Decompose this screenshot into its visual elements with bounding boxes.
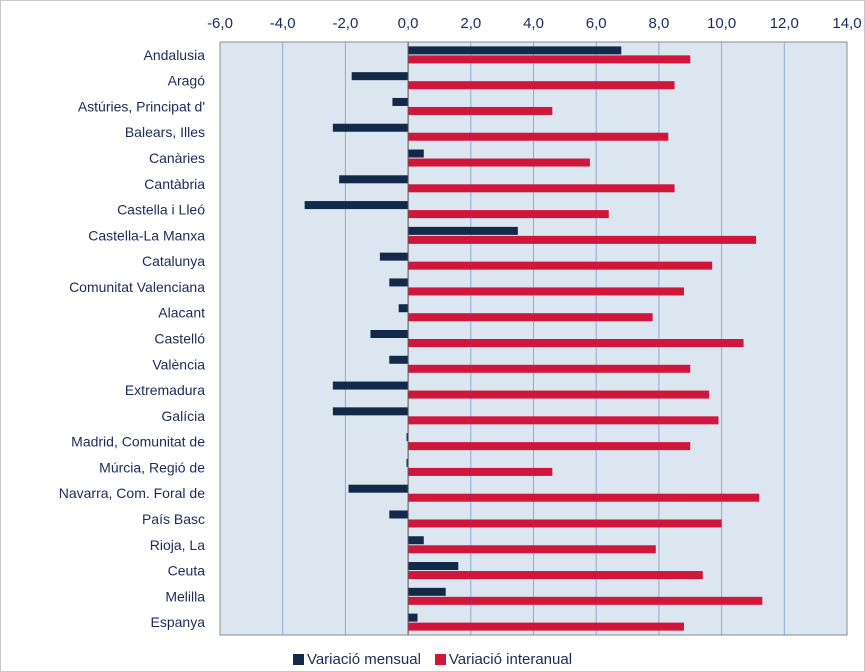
- category-label: Madrid, Comunitat de: [71, 434, 205, 450]
- bar-variacio-mensual: [408, 149, 424, 158]
- bar-variacio-mensual: [392, 97, 409, 106]
- bar-variacio-interanual: [408, 261, 713, 270]
- bar-variacio-mensual: [408, 46, 622, 55]
- bar-variacio-interanual: [408, 313, 653, 322]
- legend-swatch: [434, 653, 446, 665]
- bar-variacio-mensual: [408, 536, 424, 545]
- bar-variacio-mensual: [379, 252, 409, 261]
- category-label: Alacant: [158, 305, 205, 321]
- bar-variacio-interanual: [408, 210, 609, 219]
- category-label: Catalunya: [142, 253, 205, 269]
- bar-variacio-interanual: [408, 622, 684, 631]
- legend-item-series-0: Variació mensual: [292, 650, 421, 668]
- bar-variacio-mensual: [398, 304, 409, 313]
- category-label: Extremadura: [125, 382, 205, 398]
- x-tick-label: -6,0: [207, 15, 233, 32]
- bar-variacio-mensual: [332, 381, 409, 390]
- category-label: Castella i Lleó: [117, 202, 205, 218]
- category-label: Castelló: [154, 331, 205, 347]
- category-label: Galícia: [161, 408, 205, 424]
- bar-variacio-interanual: [408, 364, 691, 373]
- bar-variacio-mensual: [406, 458, 409, 467]
- bar-variacio-mensual: [389, 278, 409, 287]
- bar-variacio-interanual: [408, 132, 669, 141]
- bar-variacio-interanual: [408, 390, 710, 399]
- bar-variacio-interanual: [408, 106, 553, 115]
- bar-variacio-mensual: [408, 613, 418, 622]
- legend: Variació mensual Variació interanual: [0, 648, 865, 670]
- category-label: Rioja, La: [150, 537, 205, 553]
- bar-variacio-mensual: [406, 433, 409, 442]
- bar-variacio-mensual: [389, 355, 409, 364]
- bar-variacio-mensual: [408, 226, 518, 235]
- bar-variacio-interanual: [408, 545, 656, 554]
- category-label: Ceuta: [168, 563, 206, 579]
- bar-variacio-mensual: [408, 587, 446, 596]
- x-tick-label: 6,0: [586, 15, 607, 32]
- bar-variacio-interanual: [408, 55, 691, 64]
- category-label: Navarra, Com. Foral de: [59, 485, 205, 501]
- category-label: Espanya: [151, 614, 206, 630]
- x-tick-label: 4,0: [523, 15, 544, 32]
- x-tick-label: 0,0: [398, 15, 419, 32]
- category-label: Comunitat Valenciana: [69, 279, 205, 295]
- bar-variacio-mensual: [408, 562, 459, 571]
- category-label: València: [152, 356, 205, 372]
- bar-variacio-interanual: [408, 339, 744, 347]
- bar-variacio-interanual: [408, 287, 684, 296]
- bar-variacio-interanual: [408, 184, 675, 193]
- legend-label: Variació mensual: [306, 650, 421, 668]
- bar-variacio-mensual: [304, 201, 409, 210]
- category-label: Andalusia: [144, 47, 206, 63]
- legend-swatch: [292, 653, 304, 665]
- x-tick-label: -2,0: [332, 15, 358, 32]
- bar-variacio-mensual: [339, 175, 409, 184]
- bar-variacio-mensual: [389, 510, 409, 519]
- category-label: Múrcia, Regió de: [99, 459, 205, 475]
- bar-variacio-mensual: [351, 72, 409, 81]
- bar-variacio-mensual: [332, 407, 409, 416]
- x-tick-label: 10,0: [707, 15, 736, 32]
- category-label: Melilla: [165, 588, 205, 604]
- x-tick-label: 14,0: [832, 15, 861, 32]
- plot-border: [219, 41, 848, 636]
- bar-variacio-mensual: [348, 484, 409, 493]
- category-label: Canàries: [149, 150, 205, 166]
- bar-variacio-interanual: [408, 158, 590, 167]
- legend-item-series-1: Variació interanual: [434, 650, 573, 668]
- category-label: Castella-La Manxa: [88, 227, 205, 243]
- bar-variacio-interanual: [408, 416, 719, 425]
- x-tick-label: 8,0: [648, 15, 669, 32]
- category-label: Astúries, Principat d': [78, 98, 205, 114]
- bar-variacio-interanual: [408, 467, 553, 476]
- bar-variacio-interanual: [408, 493, 760, 502]
- bar-chart: -6,0 -4,0 -2,0 0,0 2,0 4,0 6,0 8,0 10,0 12,0 14,0 A…: [59, 15, 862, 636]
- bar-variacio-interanual: [408, 519, 722, 528]
- x-tick-label: 2,0: [460, 15, 481, 32]
- bar-variacio-interanual: [408, 235, 757, 244]
- bar-variacio-mensual: [370, 330, 409, 338]
- category-label: País Basc: [142, 511, 205, 527]
- x-tick-label: 12,0: [770, 15, 799, 32]
- bar-variacio-interanual: [408, 81, 675, 90]
- legend-label: Variació interanual: [448, 650, 573, 668]
- bar-variacio-interanual: [408, 596, 763, 605]
- category-label: Aragó: [168, 73, 206, 89]
- category-label: Cantàbria: [144, 176, 205, 192]
- bar-variacio-interanual: [408, 571, 703, 580]
- bar-variacio-mensual: [332, 123, 409, 132]
- x-tick-label: -4,0: [270, 15, 296, 32]
- category-label: Balears, Illes: [125, 124, 205, 140]
- bar-variacio-interanual: [408, 442, 691, 451]
